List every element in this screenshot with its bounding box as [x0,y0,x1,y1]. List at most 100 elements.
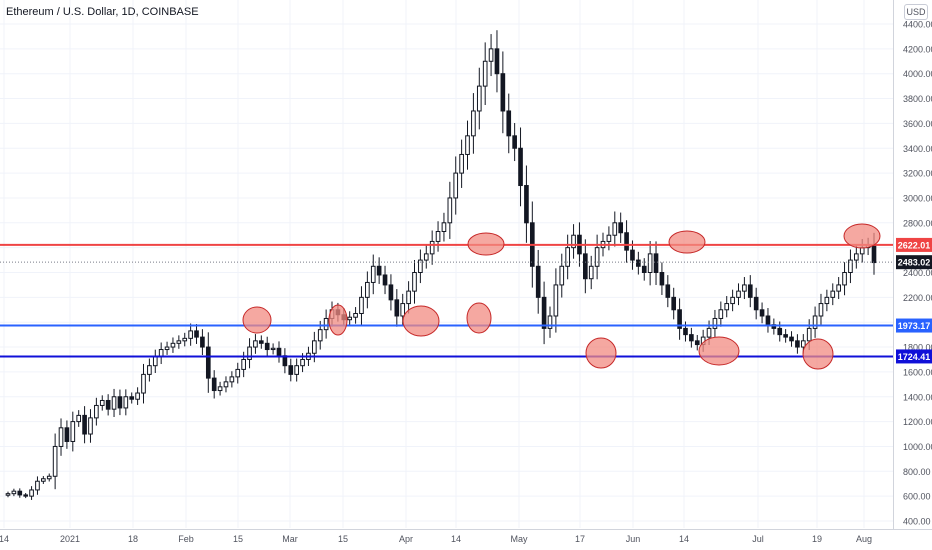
candle-body [541,296,547,329]
candle-body [712,317,718,329]
candle-body [52,445,58,477]
candle-body [665,284,671,298]
candle-body [653,253,659,274]
candle-body [229,376,235,383]
candle-body [512,135,517,149]
candle-body [759,309,765,317]
candle-body [294,365,299,375]
candle-body [742,284,747,292]
candle-body [795,340,800,348]
candle-body [211,377,217,392]
candle-body [76,414,82,423]
candle-body [105,399,111,410]
candle-body [730,296,735,305]
candle-body [370,265,376,283]
candle-body [376,265,382,276]
candle-body [382,274,388,286]
candle-body [423,253,429,261]
candle-body [170,342,176,348]
candle-body [400,303,406,317]
x-tick-label: Aug [856,534,872,544]
highlight-circle [585,337,617,369]
highlight-circle [802,338,834,370]
candle-body [453,172,459,199]
level-resistance-badge [896,237,932,252]
candle-body [689,334,694,342]
candle-body [99,399,105,406]
candle-body [441,222,447,232]
candle-body [476,85,482,112]
candle-body [41,478,46,482]
candle-body [70,421,76,442]
candle-body [418,259,423,274]
candle-body [123,396,129,409]
candle-body [200,336,205,348]
candles [5,30,877,500]
candle-body [565,247,570,267]
candle-body [783,334,788,338]
candle-body [117,396,123,409]
candle-body [506,110,512,137]
level-resistance-label: 2622.01 [898,240,931,250]
candle-body [147,365,152,375]
y-tick-label: 3400.00 [903,144,932,154]
candle-body [58,427,64,447]
candle-body [129,396,135,400]
candle-body [571,234,576,249]
candle-body [482,60,488,87]
candle-body [848,259,853,274]
candle-body [223,381,229,388]
candle-body [152,356,158,367]
candle-body [141,373,146,394]
candle-body [347,316,353,321]
candle-body [111,396,117,410]
candle-body [824,296,830,305]
candle-body [471,110,476,137]
highlight-circle [668,230,706,254]
candle-body [253,340,258,348]
last-price-label: 2483.02 [898,258,931,268]
candle-body [747,284,753,298]
candle-body [323,317,329,331]
y-tick-label: 3200.00 [903,169,932,179]
candle-body [671,296,677,311]
candle-body [836,284,841,292]
y-tick-label: 1600.00 [903,367,932,377]
y-tick-label: 600.00 [903,492,931,502]
x-tick-label: 15 [233,534,243,544]
highlight-circle [402,305,440,337]
y-tick-label: 4400.00 [903,20,932,30]
x-tick-label: 15 [338,534,348,544]
y-tick-label: 2200.00 [903,293,932,303]
highlight-circle [843,223,881,249]
candle-body [547,315,553,329]
candle-body [247,346,252,360]
candle-body [594,247,600,267]
level-support_lower-badge [896,349,932,364]
candle-body [359,296,364,315]
candle-body [753,296,759,311]
candle-body [288,365,294,375]
candle-body [842,272,847,286]
highlight-circle [466,302,492,334]
y-axis-labels: 400.00 600.00 800.00 1000.00 1200.00 1400.00 1… [903,20,932,527]
candle-body [647,253,653,274]
candle-body [724,303,730,311]
candle-body [583,253,588,280]
candle-body [535,265,541,298]
candle-body [612,222,618,236]
candle-body [553,284,559,317]
candle-body [500,73,506,112]
candle-body [205,346,211,379]
candle-body [435,230,441,242]
candle-body [641,265,647,274]
last-price-badge [896,255,932,270]
candle-body [365,281,370,298]
candle-body [300,358,305,367]
candle-body [264,342,270,351]
currency-button[interactable]: USD [904,4,928,20]
candle-body [176,340,182,344]
candle-body [135,392,140,400]
candle-body [630,249,635,261]
candle-body [88,417,93,435]
